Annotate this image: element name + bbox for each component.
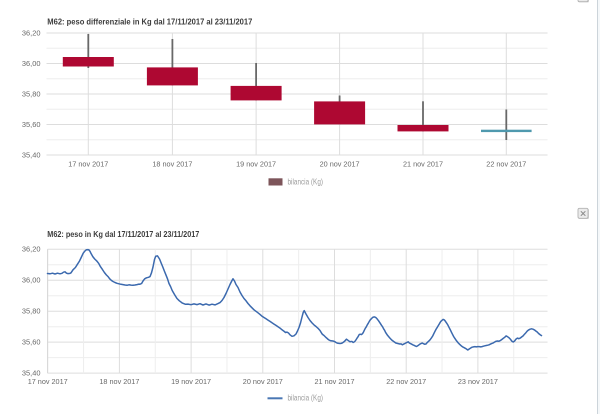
svg-text:bilancia (Kg): bilancia (Kg) <box>288 177 324 186</box>
svg-text:M62: peso differenziale in Kg: M62: peso differenziale in Kg dal 17/11/… <box>47 18 253 27</box>
svg-text:M62: peso in Kg dal 17/11/2017: M62: peso in Kg dal 17/11/2017 al 23/11/… <box>47 230 199 239</box>
svg-text:18 nov 2017: 18 nov 2017 <box>152 159 192 168</box>
svg-text:36,20: 36,20 <box>22 28 41 37</box>
svg-text:22 nov 2017: 22 nov 2017 <box>486 159 526 168</box>
svg-text:17 nov 2017: 17 nov 2017 <box>68 159 108 168</box>
svg-text:35,80: 35,80 <box>22 89 41 98</box>
svg-text:19 nov 2017: 19 nov 2017 <box>171 377 211 386</box>
svg-text:21 nov 2017: 21 nov 2017 <box>403 159 443 168</box>
svg-text:36,00: 36,00 <box>22 59 41 68</box>
svg-text:bilancia (Kg): bilancia (Kg) <box>288 394 324 403</box>
svg-text:17 nov 2017: 17 nov 2017 <box>28 377 68 386</box>
svg-text:35,60: 35,60 <box>22 120 41 129</box>
svg-text:35,40: 35,40 <box>22 150 41 159</box>
svg-text:20 nov 2017: 20 nov 2017 <box>243 377 283 386</box>
svg-text:35,40: 35,40 <box>22 369 41 378</box>
svg-text:21 nov 2017: 21 nov 2017 <box>315 377 355 386</box>
svg-text:36,00: 36,00 <box>22 276 41 285</box>
svg-text:35,80: 35,80 <box>22 307 41 316</box>
svg-text:19 nov 2017: 19 nov 2017 <box>236 159 276 168</box>
svg-text:23 nov 2017: 23 nov 2017 <box>458 377 498 386</box>
svg-text:22 nov 2017: 22 nov 2017 <box>386 377 426 386</box>
svg-text:36,20: 36,20 <box>22 245 41 254</box>
svg-text:35,60: 35,60 <box>22 338 41 347</box>
svg-text:18 nov 2017: 18 nov 2017 <box>99 377 139 386</box>
svg-text:20 nov 2017: 20 nov 2017 <box>320 159 360 168</box>
